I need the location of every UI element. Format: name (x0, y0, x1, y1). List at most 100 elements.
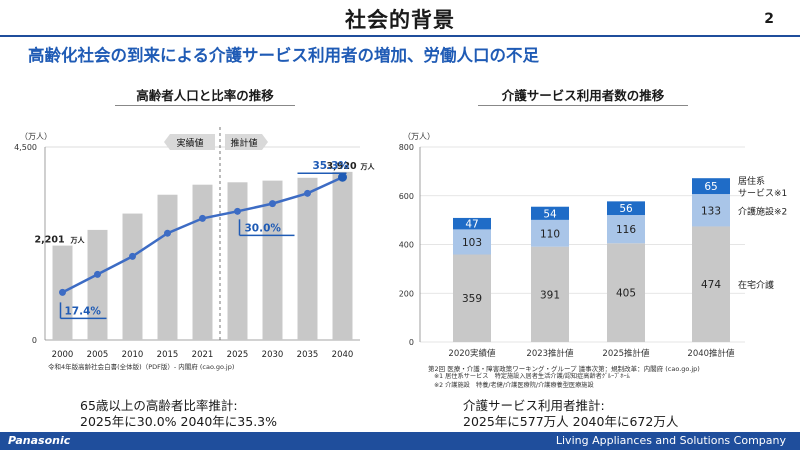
x-tick-label: 2015 (157, 350, 179, 360)
x-tick-label: 2000 (52, 350, 74, 360)
x-tick-label: 2030 (262, 350, 284, 360)
bar (262, 180, 283, 340)
left-chart-source: 令和4年版高齢社会白書(全体版)（PDF版）- 内閣府 (cao.go.jp) (48, 363, 235, 371)
y-tick-label: 4,500 (14, 143, 37, 152)
page-number: 2 (764, 11, 774, 27)
stacked-bar-segment (607, 215, 645, 244)
bar (122, 213, 143, 340)
x-tick-label: 2035 (297, 350, 319, 360)
stacked-bar-segment (453, 217, 491, 230)
segment-value-label: 391 (540, 289, 560, 301)
brand-logo: Panasonic (8, 434, 71, 447)
left-chart-title-text: 高齢者人口と比率の推移 (136, 88, 274, 103)
bar (332, 171, 353, 340)
forecast-phase-arrow (225, 134, 268, 150)
left-summary-line-1: 65歳以上の高齢者比率推計: (80, 398, 238, 413)
segment-value-label: 116 (616, 224, 636, 236)
stacked-bar-segment (531, 246, 569, 342)
bar (227, 182, 248, 340)
x-tick-label: 2025 (227, 350, 249, 360)
ratio-label-2000: 17.4% (65, 305, 102, 317)
ratio-label-2040: 35.3% (313, 160, 350, 172)
ratio-label-2025: 30.0% (245, 222, 282, 234)
segment-value-label: 474 (701, 279, 721, 291)
y-tick-label: 800 (399, 143, 414, 152)
forecast-phase-label: 推計値 (230, 137, 257, 149)
ratio-point (94, 270, 101, 278)
right-chart-note-2: ※2 介護施設 特養/老健/介護医療院/介護療養型医療施設 (434, 382, 594, 389)
right-chart-title-underline (478, 105, 688, 106)
actual-phase-label: 実績値 (176, 137, 203, 149)
stacked-bar-segment (692, 194, 730, 227)
segment-value-label: 103 (462, 237, 482, 249)
right-chart-title: 介護サービス利用者数の推移 (478, 85, 688, 106)
actual-phase-arrow (164, 134, 215, 150)
x-tick-label: 2040 (332, 350, 354, 360)
segment-value-label: 110 (540, 228, 560, 240)
elderly-population-chart: 4,500 0 2000 2005 2010 2015 2021 2025 2030 2035 20… (14, 127, 376, 360)
bar (157, 194, 178, 340)
segment-value-label: 405 (616, 288, 636, 300)
ratio-point (59, 288, 66, 296)
ratio-point (199, 214, 206, 222)
y-tick-label: 0 (409, 338, 414, 347)
legend-label-residential-service: サービス※1 (738, 188, 787, 199)
segment-value-label: 56 (619, 203, 633, 215)
y-tick-label: 200 (399, 289, 414, 298)
footer-bar: Panasonic Living Appliances and Solution… (0, 432, 800, 450)
bar-value-label-2000: 2,201 (35, 235, 65, 246)
segment-value-label: 47 (465, 219, 478, 231)
stacked-bar-segment (607, 201, 645, 216)
left-chart-title: 高齢者人口と比率の推移 (115, 85, 295, 106)
right-chart-source: 第2回 医療・介護・障害政策ワーキング・グループ 議事次第：規制改革：内閣府 (… (428, 365, 700, 373)
slide-subtitle: 高齢化社会の到来による介護サービス利用者の増加、労働人口の不足 (28, 46, 540, 65)
left-chart-title-underline (115, 105, 295, 106)
y-tick-label: 400 (399, 241, 414, 250)
x-tick-label: 2020実績値 (448, 348, 496, 359)
page-title: 社会的背景 (345, 8, 455, 32)
stacked-bar-segment (607, 243, 645, 342)
right-chart-title-text: 介護サービス利用者数の推移 (501, 88, 665, 103)
legend-label-home-care: 在宅介護 (738, 279, 774, 291)
stacked-bar-segment (531, 219, 569, 247)
bar (192, 184, 213, 340)
right-chart-note-1: ※1 居住系サービス 特定施設入居者生活介護/認知症高齢者ｸﾞﾙｰﾌﾟﾎｰﾑ (434, 373, 630, 380)
x-tick-label: 2023推計値 (526, 348, 574, 359)
care-service-users-chart: 0 200 400 600 800 359 103 47 2020実績値 391 110 54 2023… (399, 143, 788, 359)
y-tick-label: 0 (32, 336, 37, 345)
right-summary: 介護サービス利用者推計: 2025年に577万人 2040年に672万人 (463, 398, 678, 430)
right-chart-unit: （万人） (403, 132, 435, 141)
ratio-point (269, 200, 276, 208)
x-tick-label: 2005 (87, 350, 109, 360)
bar (297, 177, 318, 340)
legend-label-residential: 居住系 (738, 175, 765, 187)
bar-unit-label-2040: 万人 (360, 162, 376, 171)
segment-value-label: 133 (701, 205, 721, 217)
stacked-bar-segment (692, 178, 730, 195)
ratio-point (129, 252, 136, 260)
left-summary: 65歳以上の高齢者比率推計: 2025年に30.0% 2040年に35.3% (80, 398, 277, 430)
ratio-point (234, 207, 241, 215)
segment-value-label: 65 (704, 181, 717, 193)
stacked-bar-segment (692, 226, 730, 342)
stacked-bar-segment (453, 229, 491, 255)
x-tick-label: 2040推計値 (687, 348, 735, 359)
ratio-point (164, 229, 171, 237)
y-tick-label: 600 (399, 192, 414, 201)
x-tick-label: 2025推計値 (602, 348, 650, 359)
stacked-bar-segment (453, 254, 491, 342)
x-tick-label: 2010 (122, 350, 144, 360)
right-summary-line-2: 2025年に577万人 2040年に672万人 (463, 414, 679, 429)
stacked-bar-segment (531, 206, 569, 220)
segment-value-label: 54 (543, 208, 557, 220)
left-summary-line-2: 2025年に30.0% 2040年に35.3% (80, 414, 278, 429)
bar-unit-label-2000: 万人 (70, 236, 86, 245)
company-name: Living Appliances and Solutions Company (555, 434, 786, 447)
x-tick-label: 2021 (192, 350, 214, 360)
title-divider (0, 35, 800, 37)
segment-value-label: 359 (462, 293, 482, 305)
ratio-point (338, 172, 347, 182)
right-summary-line-1: 介護サービス利用者推計: (463, 398, 605, 413)
ratio-point (304, 189, 311, 197)
bar (87, 229, 108, 340)
